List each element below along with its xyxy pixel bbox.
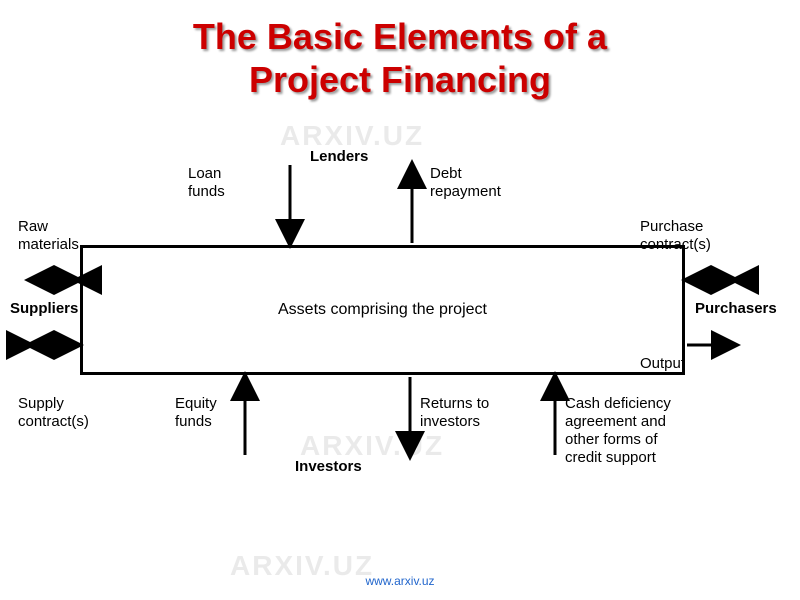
purchase-contracts-label: Purchase contract(s) <box>640 218 711 254</box>
investors-label: Investors <box>295 458 362 476</box>
purchasers-label: Purchasers <box>695 300 777 318</box>
suppliers-label: Suppliers <box>10 300 78 318</box>
debt-repayment-label: Debt repayment <box>430 165 501 201</box>
lenders-label: Lenders <box>310 148 368 166</box>
returns-label: Returns to investors <box>420 395 489 431</box>
output-label: Output <box>640 355 685 373</box>
raw-materials-label: Raw materials <box>18 218 79 254</box>
supply-contracts-label: Supply contract(s) <box>18 395 89 431</box>
footer-link[interactable]: www.arxiv.uz <box>0 574 800 588</box>
page-title: The Basic Elements of a Project Financin… <box>0 15 800 101</box>
loan-funds-label: Loan funds <box>188 165 225 201</box>
project-box: Assets comprising the project <box>80 245 685 375</box>
center-label: Assets comprising the project <box>278 301 487 319</box>
cash-deficiency-label: Cash deficiency agreement and other form… <box>565 395 671 467</box>
title-line1: The Basic Elements of a <box>193 16 607 57</box>
title-line2: Project Financing <box>249 59 551 100</box>
equity-funds-label: Equity funds <box>175 395 217 431</box>
